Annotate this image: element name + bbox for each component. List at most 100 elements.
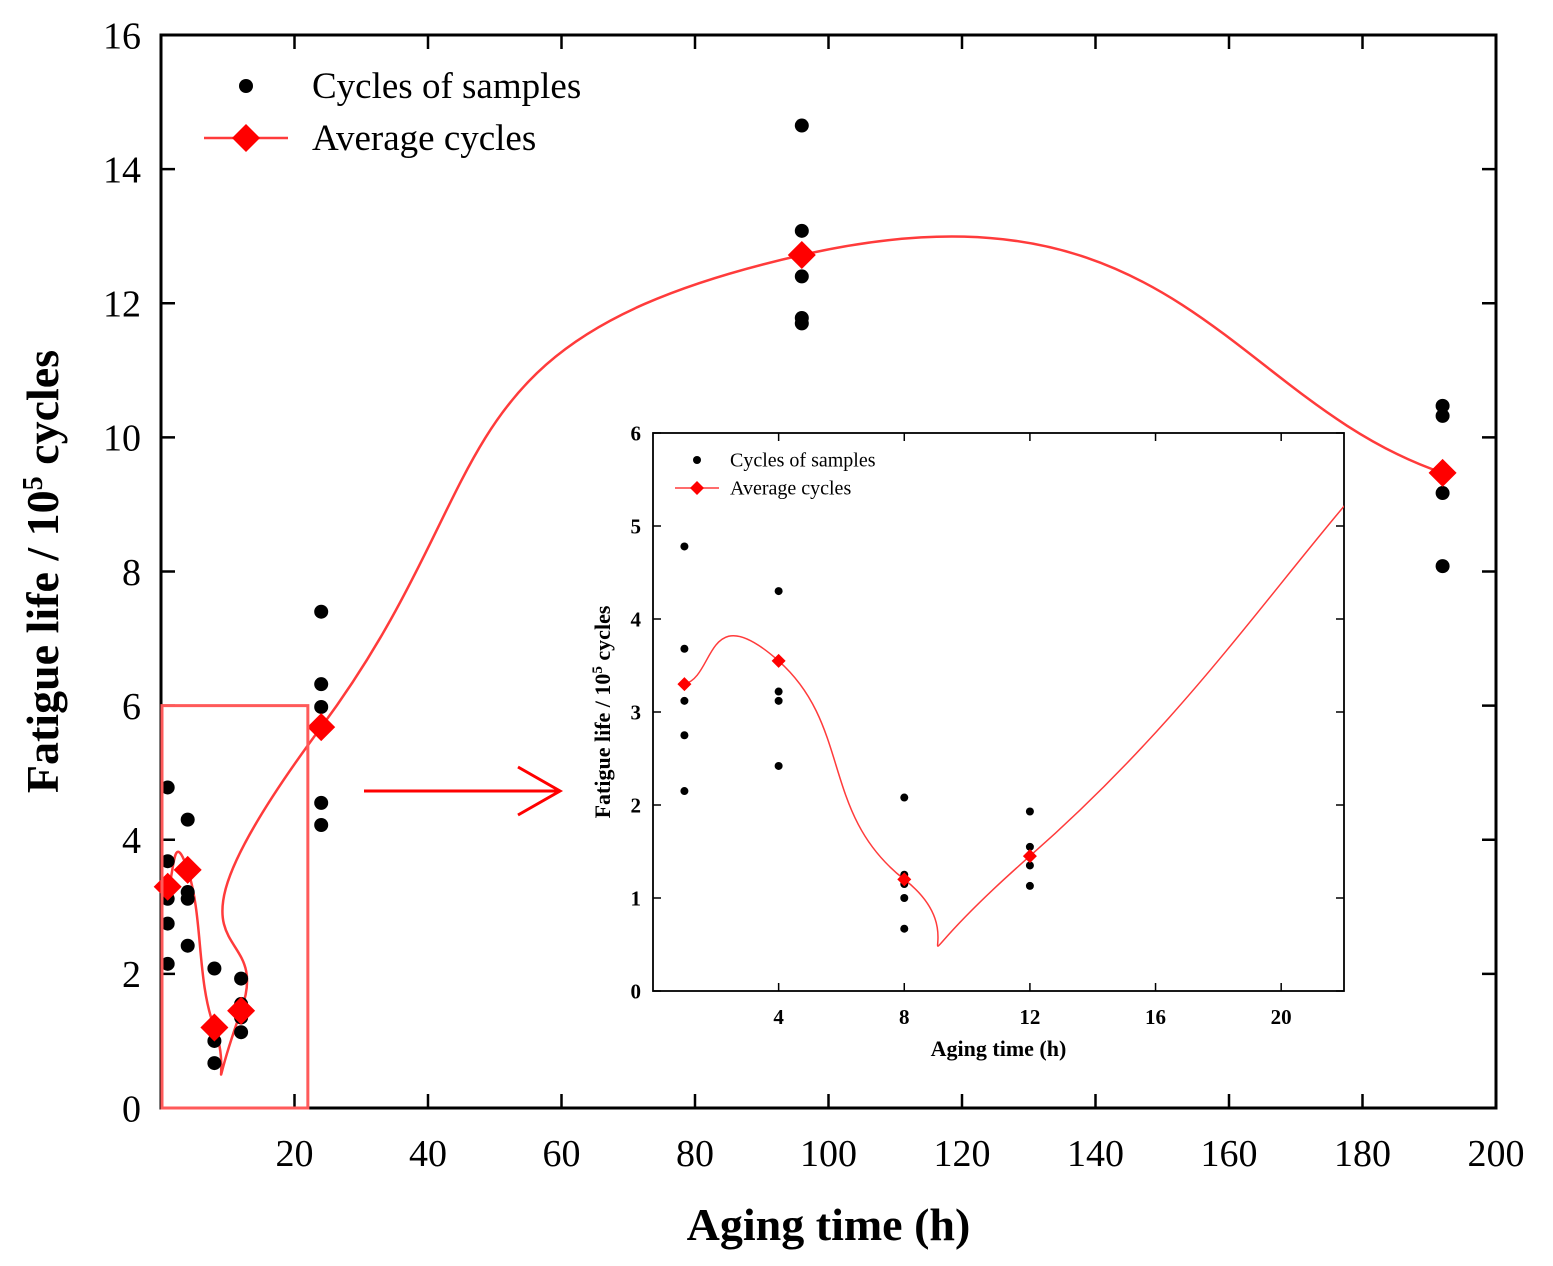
zoom-annotation (160, 704, 564, 1110)
zoom-arrow-head (517, 765, 564, 817)
inset-y-axis-title-suffix: cycles (590, 605, 615, 666)
main-sample-point (314, 795, 329, 810)
main-sample-point (314, 699, 329, 714)
main-legend-average-marker (232, 124, 260, 152)
main-average-point (200, 1013, 229, 1042)
inset-x-tick-label: 8 (899, 1005, 910, 1029)
inset-sample-point (680, 787, 689, 796)
main-sample-point (794, 316, 809, 331)
main-sample-point (160, 916, 175, 931)
main-average-point (307, 713, 336, 742)
inset-sample-point (1025, 807, 1034, 816)
inset-y-tick-label: 4 (631, 607, 642, 631)
main-average-point (1428, 458, 1457, 487)
main-average-point (787, 240, 816, 269)
main-sample-point (314, 677, 329, 692)
main-average-point (153, 872, 182, 901)
main-average-point (227, 996, 256, 1025)
inset-x-tick-label: 12 (1019, 1005, 1040, 1029)
inset-sample-point (900, 793, 909, 802)
main-sample-point (794, 223, 809, 238)
main-sample-point (180, 812, 195, 827)
inset-sample-point (1025, 881, 1034, 890)
inset-y-tick-label: 0 (631, 979, 642, 1003)
inset-x-tick-label: 20 (1271, 1005, 1292, 1029)
main-sample-point (234, 1025, 249, 1040)
inset-y-axis-title-prefix: Fatigue life / 10 (590, 674, 615, 819)
inset-y-tick-label: 6 (631, 421, 642, 445)
main-sample-point (160, 956, 175, 971)
main-x-tick-label: 160 (1201, 1133, 1258, 1175)
main-sample-point (314, 817, 329, 832)
inset-x-tick-label: 4 (773, 1005, 784, 1029)
main-x-tick-label: 20 (276, 1133, 314, 1175)
inset-background (653, 433, 1344, 991)
inset-sample-point (1025, 842, 1034, 851)
inset-sample-point (680, 644, 689, 653)
main-x-tick-label: 140 (1067, 1133, 1124, 1175)
main-y-tick-label: 14 (103, 149, 141, 191)
main-sample-point (1435, 486, 1450, 501)
main-frame (159, 33, 1498, 1110)
main-y-axis-title-exponent: 5 (18, 476, 49, 490)
main-sample-point (794, 118, 809, 133)
inset-sample-point (680, 542, 689, 551)
inset-x-tick-label: 16 (1145, 1005, 1166, 1029)
main-x-tick-label: 120 (934, 1133, 991, 1175)
main-sample-point (160, 854, 175, 869)
main-y-tick-label: 0 (122, 1088, 141, 1130)
inset-average-point (677, 677, 692, 692)
main-sample-point (207, 961, 222, 976)
main-sample-point (234, 971, 249, 986)
main-average-curve (166, 235, 1444, 1076)
inset-sample-point (774, 687, 783, 696)
inset-frame (652, 432, 1345, 992)
inset-average-curve (684, 505, 1344, 947)
main-y-axis-title-prefix: Fatigue life / 10 (17, 490, 68, 793)
main-y-tick-label: 6 (122, 686, 141, 728)
main-y-tick-label: 2 (122, 954, 141, 996)
inset-y-axis-title: Fatigue life / 105 cycles (590, 605, 615, 818)
main-x-tick-label: 80 (676, 1133, 714, 1175)
inset-legend-sample-marker (693, 456, 701, 464)
main-y-axis-title: Fatigue life / 105 cycles (17, 350, 68, 793)
main-sample-point (180, 938, 195, 953)
inset-y-axis-title-exponent: 5 (590, 666, 606, 674)
main-x-tick-label: 100 (800, 1133, 857, 1175)
inset-sample-point (774, 587, 783, 596)
inset-sample-point (774, 696, 783, 705)
inset-sample-point (900, 924, 909, 933)
main-sample-point (180, 891, 195, 906)
inset-y-tick-label: 5 (631, 514, 642, 538)
main-sample-point (314, 604, 329, 619)
main-x-tick-label: 40 (409, 1133, 447, 1175)
main-sample-point (794, 269, 809, 284)
main-x-tick-label: 200 (1468, 1133, 1525, 1175)
main-y-axis-title-suffix: cycles (17, 350, 68, 476)
main-sample-point (207, 1056, 222, 1071)
inset-legend-sample-label: Cycles of samples (730, 450, 876, 472)
inset-sample-point (1025, 861, 1034, 870)
main-y-tick-label: 16 (103, 15, 141, 57)
main-y-tick-label: 4 (122, 820, 141, 862)
inset-y-tick-label: 3 (631, 700, 642, 724)
main-y-tick-label: 12 (103, 284, 141, 326)
main-y-tick-label: 8 (122, 552, 141, 594)
inset-legend-average-marker (690, 481, 704, 495)
inset-average-point (771, 653, 786, 668)
inset-x-axis-title: Aging time (h) (931, 1036, 1067, 1061)
inset-sample-point (680, 696, 689, 705)
main-legend-sample-marker (239, 79, 253, 93)
main-x-axis-title: Aging time (h) (687, 1199, 971, 1250)
main-sample-point (1435, 559, 1450, 574)
main-legend-average-label: Average cycles (312, 118, 536, 159)
main-x-tick-label: 180 (1334, 1133, 1391, 1175)
inset-sample-point (680, 731, 689, 740)
inset-legend-average-label: Average cycles (730, 478, 851, 500)
inset-y-tick-label: 2 (631, 793, 642, 817)
main-sample-point (1435, 398, 1450, 413)
inset-sample-point (900, 894, 909, 902)
